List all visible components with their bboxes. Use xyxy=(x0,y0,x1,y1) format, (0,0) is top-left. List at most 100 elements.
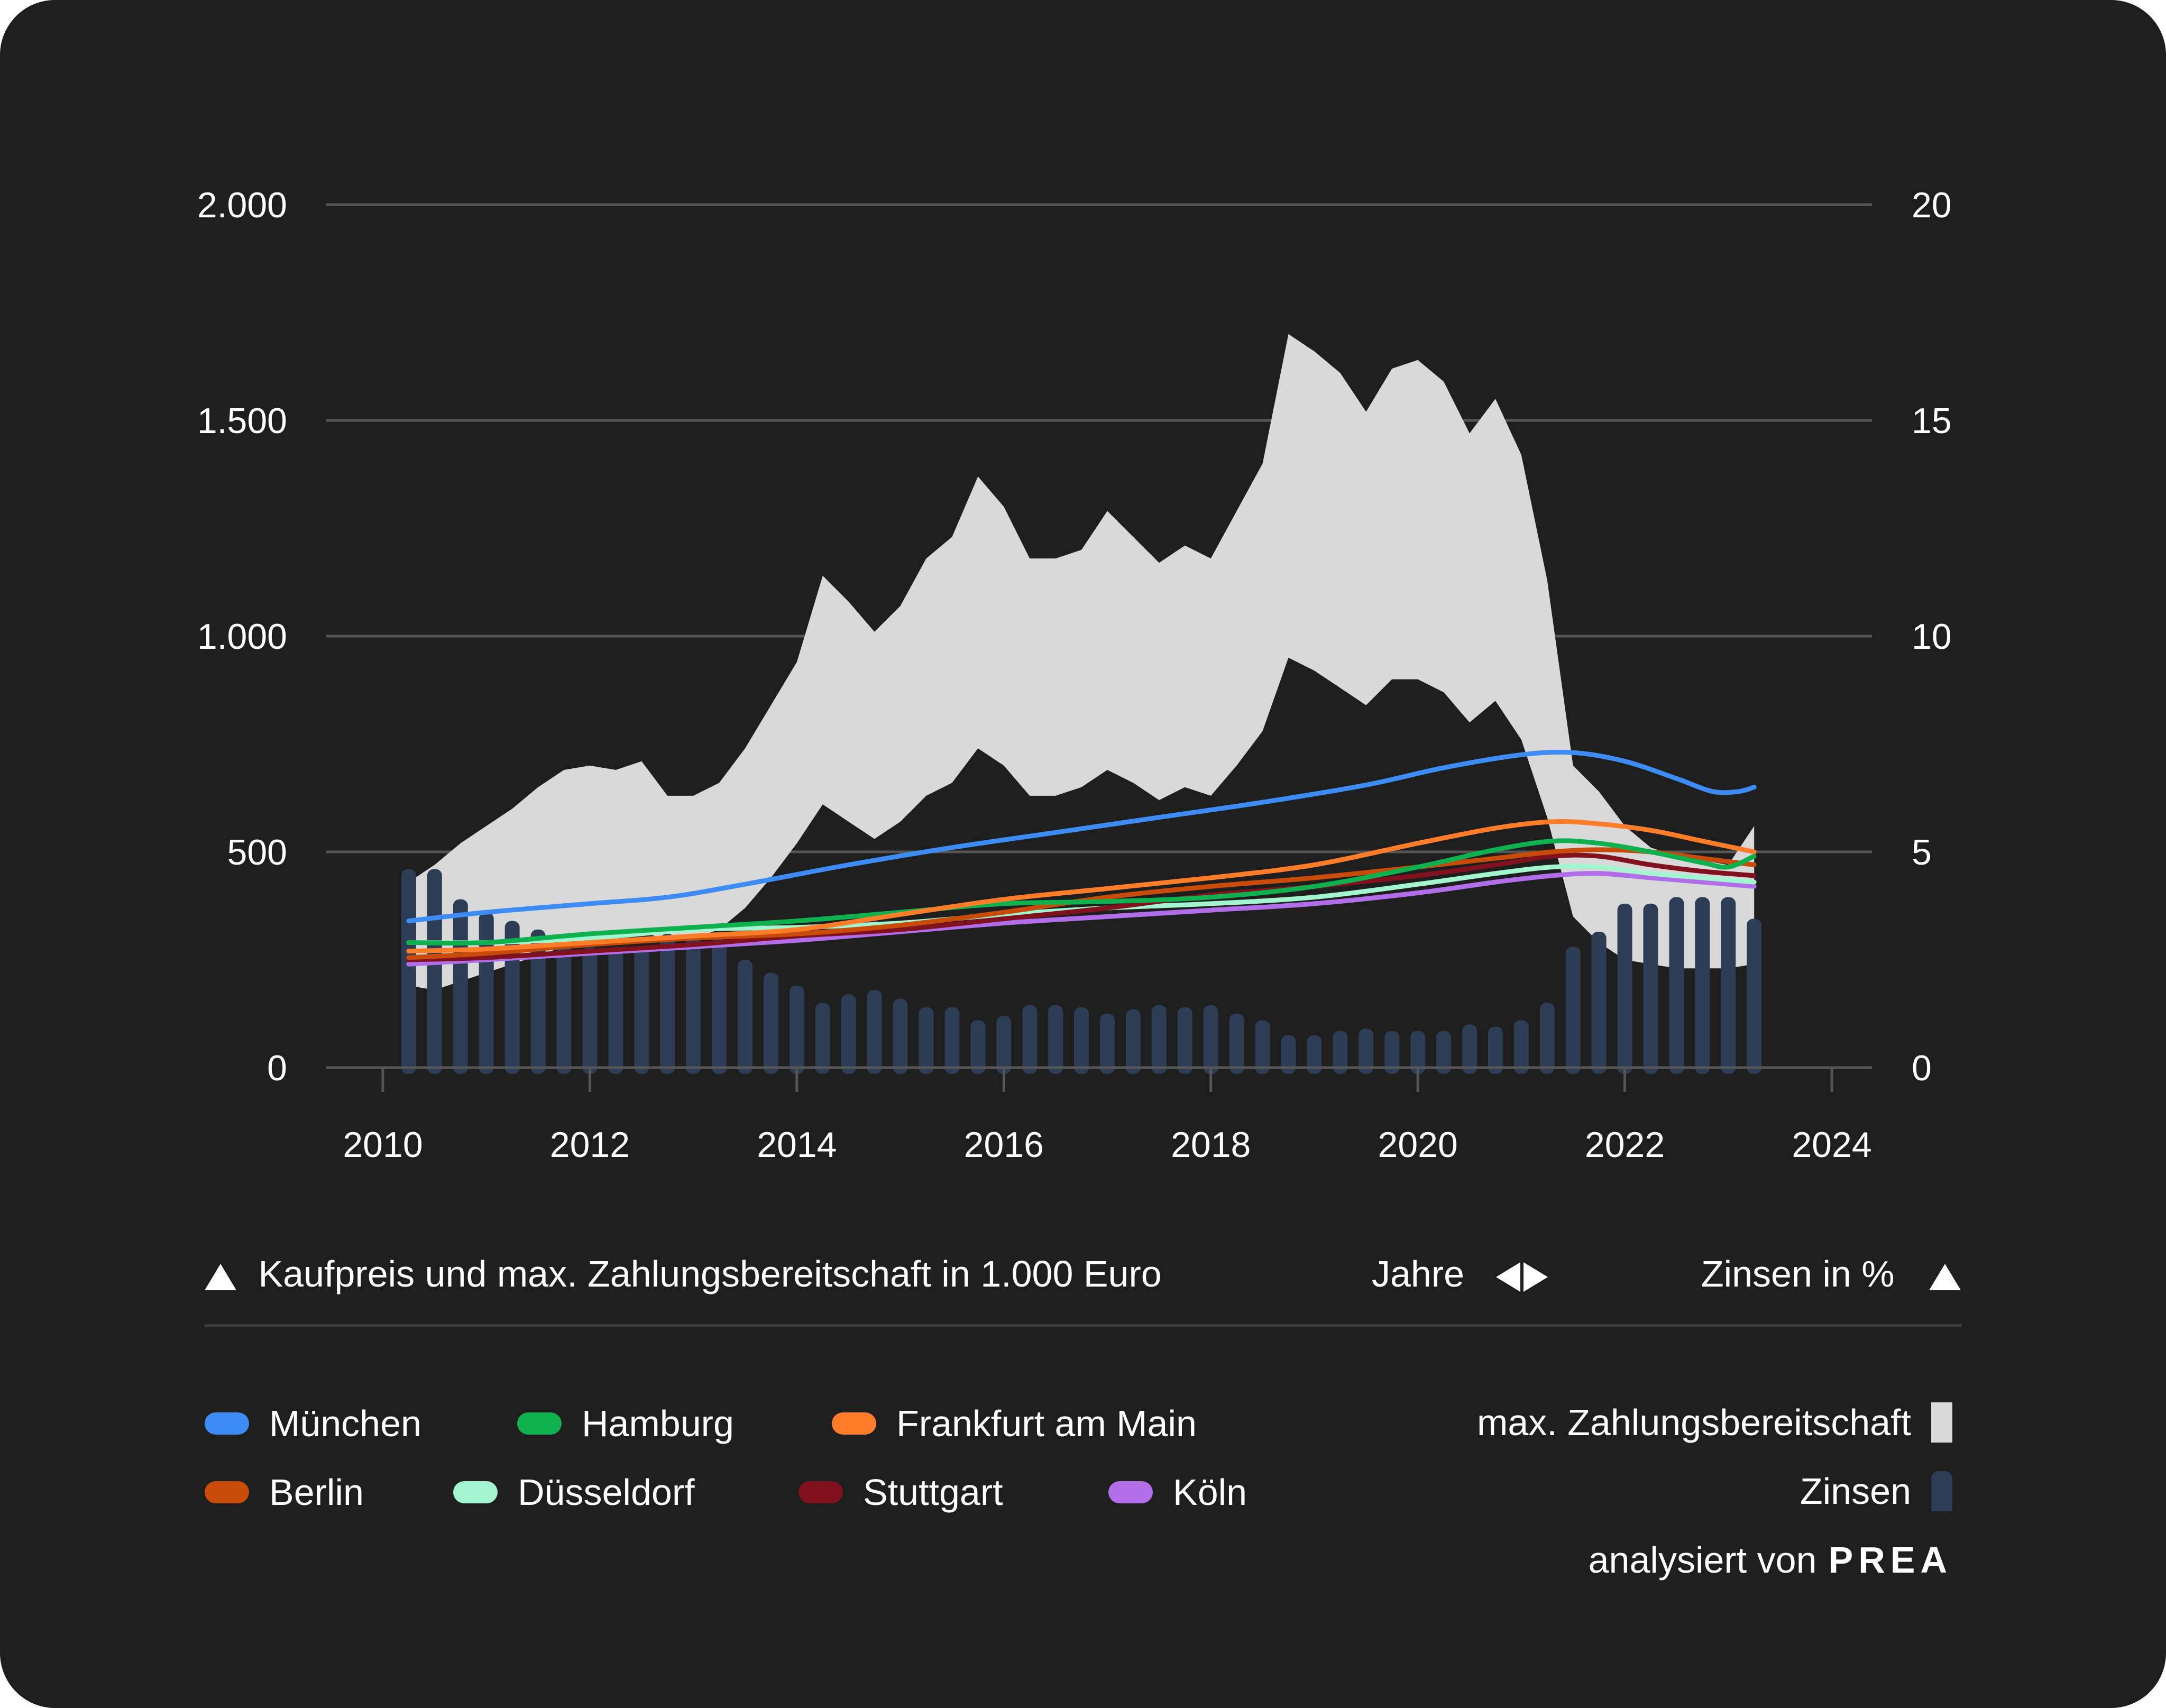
city-price-lines xyxy=(406,749,1757,967)
x-tick-label: 2012 xyxy=(550,1125,630,1165)
series-line xyxy=(406,819,1757,954)
y-right-tick-label: 5 xyxy=(1912,832,1932,873)
interest-bar xyxy=(841,994,856,1074)
brand-logo: PREA xyxy=(1828,1539,1952,1581)
series-line xyxy=(406,852,1757,962)
interest-bar xyxy=(1488,1026,1503,1074)
x-tick-label: 2018 xyxy=(1171,1125,1251,1165)
y-left-tick-label: 500 xyxy=(227,832,287,873)
interest-bar xyxy=(1747,919,1762,1074)
legend-label: München xyxy=(269,1403,421,1444)
legend-label: Stuttgart xyxy=(863,1472,1003,1513)
chart-plot: 0 0 500 5 1.000 10 1.500 15 2.000 20 2010 2012 2014 2… xyxy=(197,185,1952,1165)
triangle-up-icon xyxy=(205,1263,236,1290)
interest-bar xyxy=(1436,1031,1452,1074)
interest-bar xyxy=(1359,1029,1374,1074)
interest-bar xyxy=(634,947,649,1074)
interest-bar xyxy=(1617,903,1632,1074)
interest-bar xyxy=(427,869,442,1074)
legend-item-band: max. Zahlungsbereitschaft xyxy=(1477,1401,1952,1444)
x-tick-label: 2020 xyxy=(1378,1125,1458,1165)
left-axis-caption-text: Kaufpreis und max. Zahlungsbereitschaft … xyxy=(258,1253,1162,1294)
interest-bar xyxy=(1643,903,1658,1074)
legend-swatch xyxy=(205,1412,249,1435)
interest-bar xyxy=(1281,1035,1296,1074)
series-line xyxy=(406,838,1757,946)
legend-item-berlin: Berlin xyxy=(205,1471,364,1513)
legend-label: Hamburg xyxy=(582,1403,734,1444)
y-left-tick-label: 1.000 xyxy=(197,617,287,657)
legend-label: Köln xyxy=(1173,1472,1247,1513)
axes: 0 0 500 5 1.000 10 1.500 15 2.000 20 2010 2012 2014 2… xyxy=(197,185,1952,1165)
interest-bar xyxy=(712,938,727,1074)
band-area xyxy=(408,334,1755,990)
bars-swatch xyxy=(1931,1471,1952,1511)
x-tick-label: 2024 xyxy=(1792,1125,1871,1165)
interest-bar xyxy=(1177,1007,1192,1074)
interest-bar xyxy=(582,947,598,1074)
x-tick-label: 2010 xyxy=(343,1125,423,1165)
interest-bar xyxy=(996,1016,1012,1074)
interest-bar xyxy=(608,947,623,1074)
interest-bar xyxy=(1462,1024,1477,1074)
right-axis-caption-text: Zinsen in % xyxy=(1701,1253,1895,1294)
y-left-tick-label: 1.500 xyxy=(197,401,287,441)
credit-prefix: analysiert von xyxy=(1588,1539,1817,1581)
interest-bar xyxy=(1384,1031,1400,1074)
triangle-left-icon xyxy=(1495,1262,1520,1292)
y-right-tick-label: 15 xyxy=(1912,401,1952,441)
triangle-right-icon xyxy=(1523,1262,1548,1292)
interest-bar xyxy=(944,1007,960,1074)
legend-item-koeln: Köln xyxy=(1108,1471,1247,1513)
legend-item-frankfurt: Frankfurt am Main xyxy=(832,1402,1197,1445)
legend-label: max. Zahlungsbereitschaft xyxy=(1477,1402,1911,1443)
y-right-tick-label: 20 xyxy=(1912,185,1952,225)
interest-bar xyxy=(1721,897,1736,1074)
interest-bar xyxy=(1125,1009,1141,1074)
interest-bar xyxy=(1539,1003,1555,1074)
right-axis-caption: Zinsen in % xyxy=(1701,1255,1961,1292)
interest-bar xyxy=(893,998,908,1074)
interest-bar xyxy=(453,899,468,1074)
interest-bar xyxy=(479,912,494,1074)
interest-bar xyxy=(919,1007,934,1074)
legend-swatch xyxy=(453,1481,498,1503)
legend-item-stuttgart: Stuttgart xyxy=(799,1471,1003,1513)
legend-label: Zinsen xyxy=(1800,1471,1911,1512)
interest-bar xyxy=(1048,1005,1063,1074)
interest-bar xyxy=(401,869,416,1074)
legend-item-hamburg: Hamburg xyxy=(517,1402,734,1445)
legend-item-muenchen: München xyxy=(205,1402,421,1445)
y-left-tick-label: 0 xyxy=(267,1048,287,1088)
payment-willingness-band xyxy=(408,334,1755,990)
interest-bar xyxy=(763,972,778,1074)
legend-divider xyxy=(205,1324,1962,1327)
x-tick-label: 2022 xyxy=(1585,1125,1665,1165)
x-axis-caption: Jahre xyxy=(1372,1255,1548,1292)
interest-bar xyxy=(1229,1014,1244,1074)
x-tick-label: 2014 xyxy=(757,1125,837,1165)
y-left-tick-label: 2.000 xyxy=(197,185,287,225)
legend-label: Berlin xyxy=(269,1472,364,1513)
interest-bar xyxy=(1307,1035,1322,1074)
interest-bar xyxy=(1151,1005,1167,1074)
legend-label: Düsseldorf xyxy=(518,1472,695,1513)
interest-bar xyxy=(1100,1014,1115,1074)
interest-bar xyxy=(1565,947,1581,1074)
band-swatch xyxy=(1931,1402,1952,1443)
y-right-tick-label: 10 xyxy=(1912,617,1952,657)
interest-bar xyxy=(1695,897,1710,1074)
interest-bar xyxy=(1022,1005,1038,1074)
interest-bar xyxy=(660,934,675,1074)
legend-swatch xyxy=(799,1481,843,1503)
interest-bar xyxy=(1591,931,1607,1074)
interest-bar xyxy=(530,929,546,1074)
interest-bar xyxy=(556,942,572,1074)
left-axis-caption: Kaufpreis und max. Zahlungsbereitschaft … xyxy=(205,1255,1162,1292)
interest-bar xyxy=(1074,1007,1089,1074)
interest-bar xyxy=(1255,1020,1270,1074)
legend-swatch xyxy=(517,1412,562,1435)
interest-bar xyxy=(1203,1005,1218,1074)
x-tick-label: 2016 xyxy=(964,1125,1044,1165)
